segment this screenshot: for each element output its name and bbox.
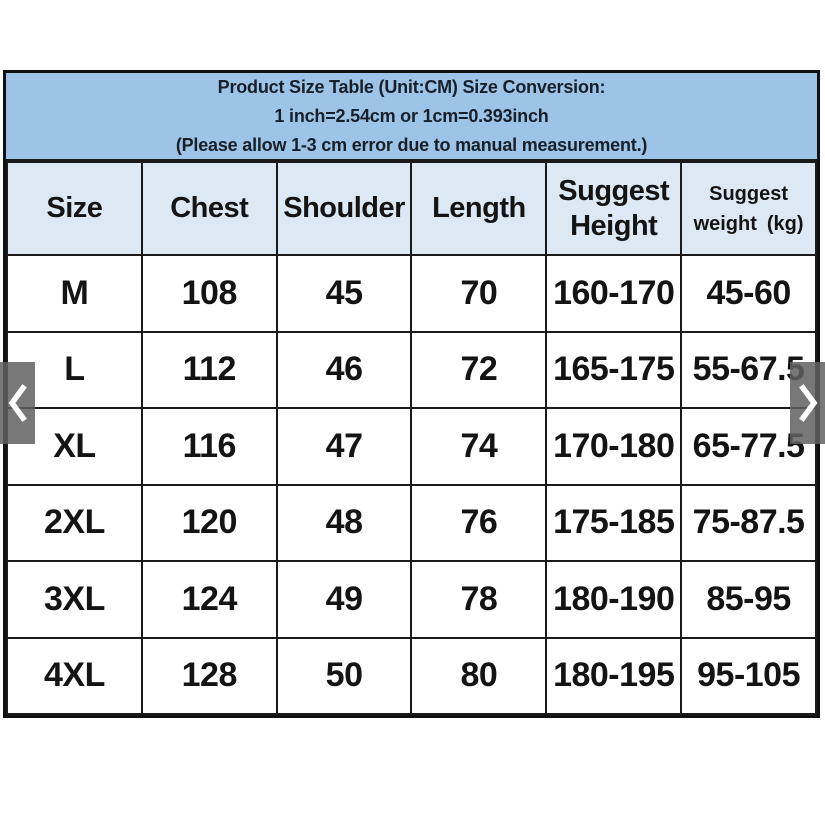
table-row: M 108 45 70 160-170 45-60 xyxy=(6,254,817,333)
height-cell: 160-170 xyxy=(545,254,683,333)
size-cell: M xyxy=(6,254,143,333)
table-row: 3XL 124 49 78 180-190 85-95 xyxy=(6,560,817,639)
weight-cell: 45-60 xyxy=(680,254,817,333)
note-line-2: 1 inch=2.54cm or 1cm=0.393inch xyxy=(274,105,549,126)
column-header-shoulder: Shoulder xyxy=(275,161,413,256)
height-cell: 175-185 xyxy=(545,483,683,562)
chest-cell: 120 xyxy=(140,483,278,562)
shoulder-cell: 48 xyxy=(275,483,413,562)
weight-cell: 95-105 xyxy=(680,636,817,715)
table-row: XL 116 47 74 170-180 65-77.5 xyxy=(6,407,817,486)
chest-cell: 128 xyxy=(140,636,278,715)
chest-cell: 116 xyxy=(140,407,278,486)
size-cell: 2XL xyxy=(6,483,143,562)
shoulder-cell: 46 xyxy=(275,330,413,409)
size-chart: Product Size Table (Unit:CM) Size Conver… xyxy=(3,70,820,718)
size-cell: 4XL xyxy=(6,636,143,715)
shoulder-cell: 45 xyxy=(275,254,413,333)
note-line-1: Product Size Table (Unit:CM) Size Conver… xyxy=(217,76,606,97)
size-cell: XL xyxy=(6,407,143,486)
carousel-prev-button[interactable] xyxy=(0,362,35,444)
weight-cell: 65-77.5 xyxy=(680,407,817,486)
weight-cell: 85-95 xyxy=(680,560,817,639)
size-chart-note: Product Size Table (Unit:CM) Size Conver… xyxy=(6,73,817,161)
height-cell: 180-190 xyxy=(545,560,683,639)
chest-cell: 108 xyxy=(140,254,278,333)
height-cell: 170-180 xyxy=(545,407,683,486)
length-cell: 78 xyxy=(410,560,548,639)
carousel-next-button[interactable] xyxy=(790,362,825,444)
column-header-suggest-weight: Suggest weight (kg) xyxy=(680,161,817,256)
chevron-right-icon xyxy=(797,384,819,422)
note-line-3: (Please allow 1-3 cm error due to manual… xyxy=(175,134,648,155)
table-row: L 112 46 72 165-175 55-67.5 xyxy=(6,330,817,409)
column-header-size: Size xyxy=(6,161,143,256)
length-cell: 80 xyxy=(410,636,548,715)
column-header-chest: Chest xyxy=(140,161,278,256)
chest-cell: 124 xyxy=(140,560,278,639)
column-header-suggest-height: Suggest Height xyxy=(545,161,683,256)
chest-cell: 112 xyxy=(140,330,278,409)
shoulder-cell: 47 xyxy=(275,407,413,486)
header-row: Size Chest Shoulder Length Suggest Heigh… xyxy=(6,161,817,256)
length-cell: 76 xyxy=(410,483,548,562)
shoulder-cell: 49 xyxy=(275,560,413,639)
chevron-left-icon xyxy=(7,384,29,422)
shoulder-cell: 50 xyxy=(275,636,413,715)
length-cell: 74 xyxy=(410,407,548,486)
column-header-length: Length xyxy=(410,161,548,256)
table-row: 4XL 128 50 80 180-195 95-105 xyxy=(6,636,817,715)
height-cell: 180-195 xyxy=(545,636,683,715)
weight-cell: 75-87.5 xyxy=(680,483,817,562)
size-table: Size Chest Shoulder Length Suggest Heigh… xyxy=(6,161,817,715)
length-cell: 70 xyxy=(410,254,548,333)
table-row: 2XL 120 48 76 175-185 75-87.5 xyxy=(6,483,817,562)
height-cell: 165-175 xyxy=(545,330,683,409)
size-cell: 3XL xyxy=(6,560,143,639)
length-cell: 72 xyxy=(410,330,548,409)
